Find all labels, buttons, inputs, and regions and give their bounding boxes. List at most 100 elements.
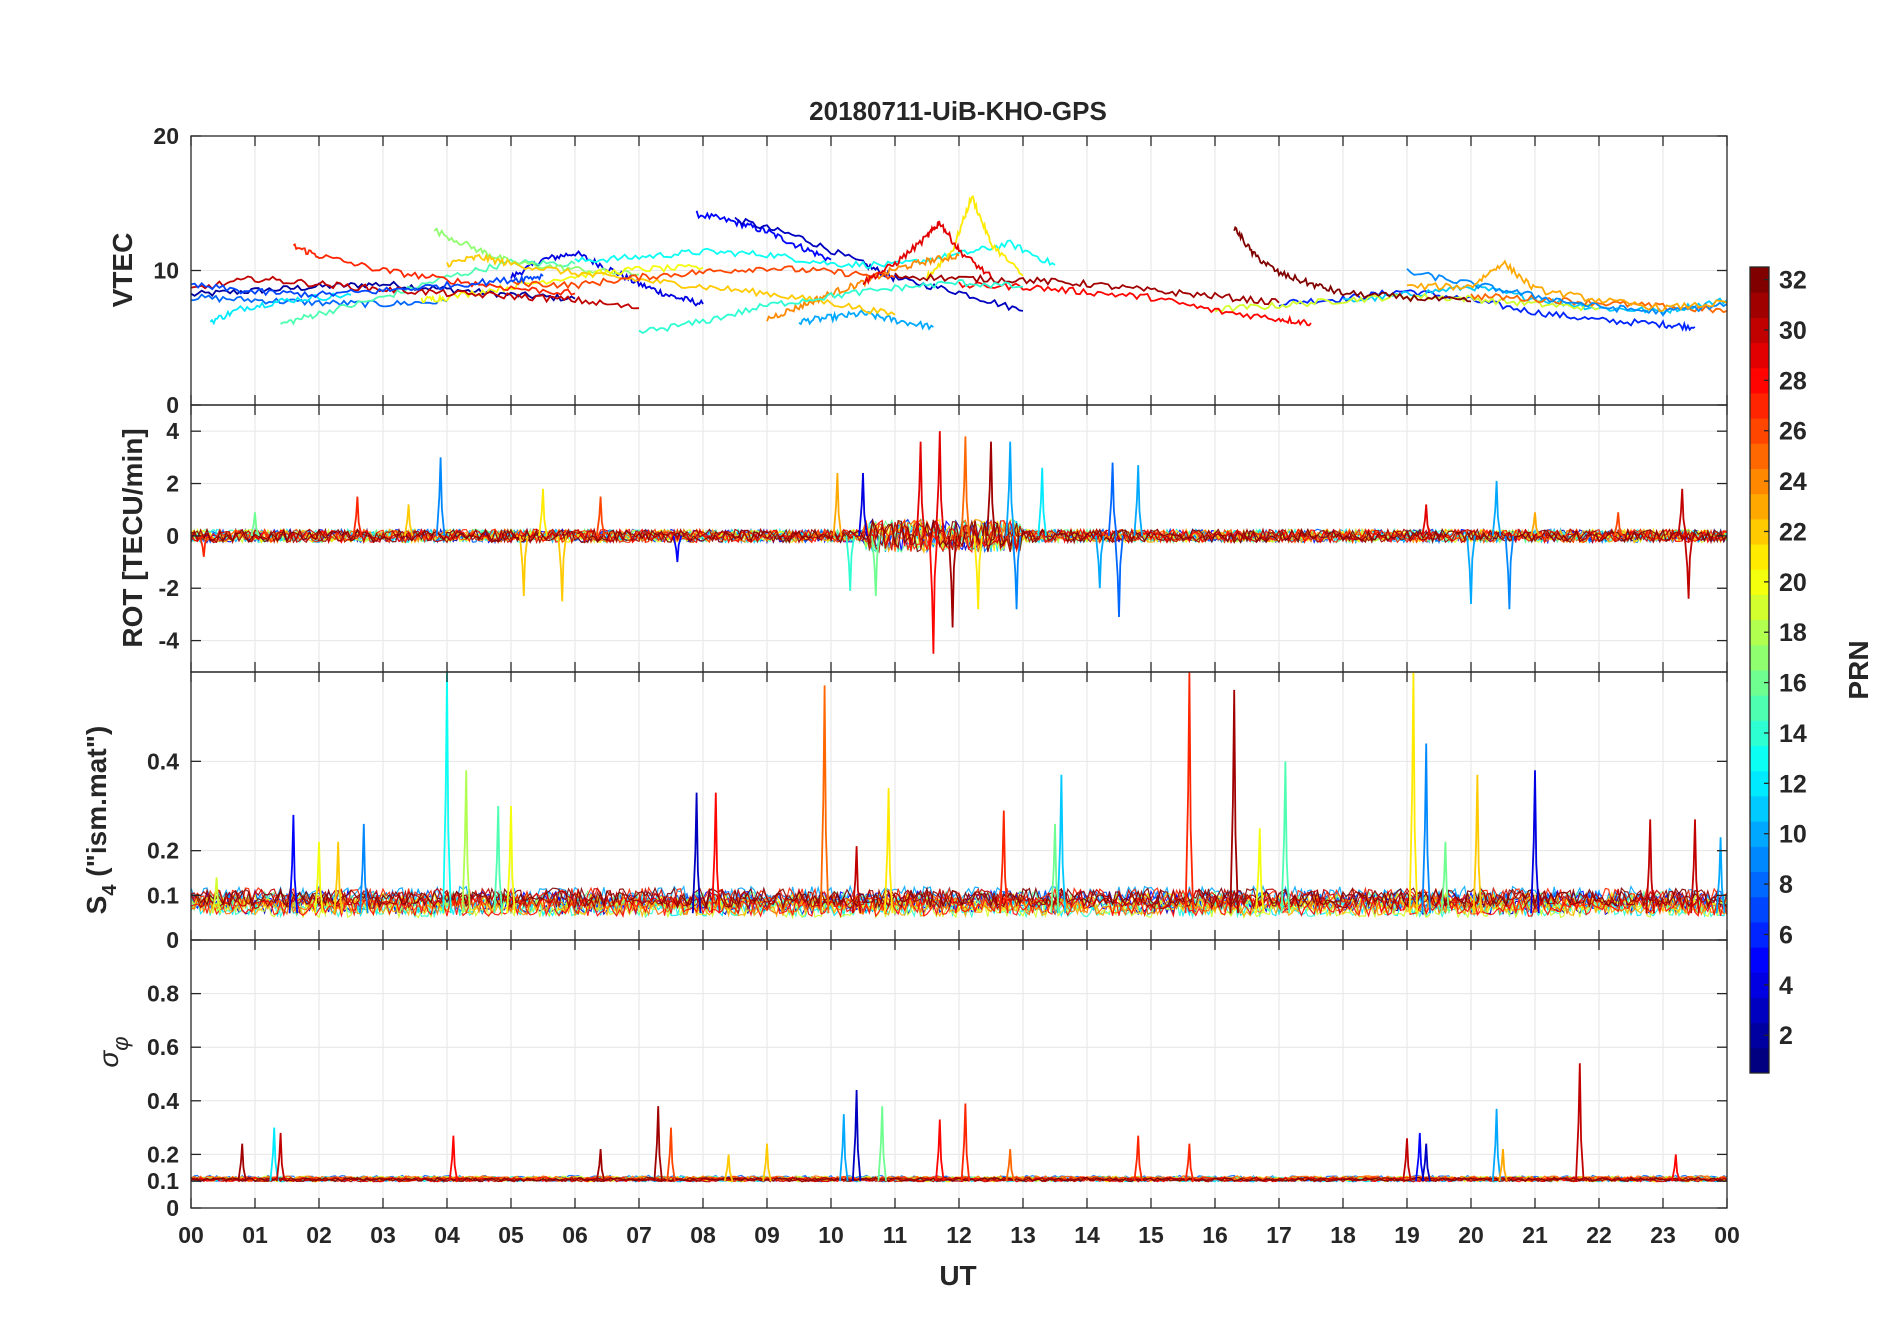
x-tick-label: 05 <box>498 1222 524 1248</box>
series-group <box>191 672 1727 920</box>
y-tick-label: 0.6 <box>147 1034 179 1060</box>
ticks <box>190 135 1728 406</box>
vtec-series-prn-3 <box>734 216 1024 312</box>
colorbar-tick-label: 6 <box>1779 921 1793 949</box>
vtec-series-prn-2 <box>191 280 576 302</box>
colorbar-tick-label: 4 <box>1779 972 1793 1000</box>
s4-spike <box>1184 672 1195 914</box>
x-tick-label: 06 <box>562 1222 588 1248</box>
sigma_phi-spike <box>1184 1143 1195 1182</box>
s4-spike <box>819 685 830 914</box>
sigma_phi-spike <box>1575 1063 1585 1182</box>
x-tick-label: 15 <box>1138 1222 1164 1248</box>
s4-trace-prn-31 <box>191 887 1727 911</box>
colorbar-segment <box>1750 569 1769 595</box>
s4-spike <box>711 792 721 914</box>
colorbar-tick-label: 32 <box>1779 267 1807 295</box>
vtec-series-prn-5 <box>695 210 832 262</box>
colorbar-segment <box>1750 292 1769 318</box>
sigma_phi-spike <box>653 1106 663 1182</box>
y-tick-label: 0 <box>166 523 179 549</box>
vtec-series-prn-23 <box>1406 259 1727 312</box>
s4-spike <box>1645 819 1655 914</box>
colorbar-segment <box>1750 795 1769 822</box>
x-tick-label: 21 <box>1522 1222 1548 1248</box>
x-tick-label: 23 <box>1650 1222 1676 1248</box>
sigma_phi-spike <box>762 1143 772 1182</box>
x-tick-label: 09 <box>754 1222 780 1248</box>
y-tick-label: 0.1 <box>147 1168 179 1194</box>
sigma-phi-y-axis-title: σφ <box>93 1036 133 1067</box>
ticks <box>190 940 1728 1209</box>
vtec-series-prn-31 <box>894 272 1280 306</box>
y-tick-label: 0.4 <box>147 748 179 774</box>
series-group <box>191 431 1727 654</box>
x-tick-label: 17 <box>1266 1222 1292 1248</box>
s4-spike <box>883 788 894 914</box>
s4-panel: 0 0.1 0.2 0.4 <box>147 671 1728 953</box>
x-tick-label: 02 <box>306 1222 332 1248</box>
rot-spike <box>845 535 855 591</box>
sigma_phi-spike <box>851 1090 862 1182</box>
colorbar-segment <box>1750 720 1769 747</box>
s4-spike <box>1472 774 1483 914</box>
rot-spike <box>935 431 945 536</box>
colorbar-segment <box>1750 972 1769 998</box>
colorbar-tick-label: 10 <box>1779 821 1807 849</box>
sigma-phi-panel: 00.10.2 0.4 0.6 0.8 00 01 02 03 04 05 06 07 08 09 10 11… <box>147 939 1740 1248</box>
s4-spike <box>1421 743 1431 914</box>
sigma_phi-spike <box>275 1132 286 1182</box>
colorbar-segment <box>1750 921 1769 948</box>
vtec-y-axis-title: VTEC <box>107 233 138 308</box>
vtec-series-prn-7 <box>191 273 544 299</box>
sigma_phi-spike <box>723 1154 734 1182</box>
x-tick-label: 07 <box>626 1222 652 1248</box>
s4-spike <box>333 841 343 914</box>
rot-spike <box>1133 465 1143 536</box>
rot-spike <box>1037 467 1047 536</box>
colorbar-segment <box>1750 619 1769 646</box>
s4-spike <box>999 810 1009 914</box>
colorbar-tick-label: 24 <box>1779 468 1807 496</box>
rot-spike <box>871 535 881 597</box>
y-tick-label: 10 <box>153 258 179 284</box>
sigma_phi-spike <box>1415 1132 1425 1182</box>
colorbar-tick-label: 14 <box>1779 720 1807 748</box>
rot-spike <box>1107 462 1118 536</box>
colorbar-segment <box>1750 745 1769 772</box>
y-tick-label: 4 <box>166 418 179 444</box>
rot-y-axis-title: ROT [TECU/min] <box>117 428 148 647</box>
vtec-series-prn-6 <box>1278 289 1696 332</box>
colorbar-segment <box>1750 443 1769 469</box>
figure-title: 20180711-UiB-KHO-GPS <box>809 96 1107 126</box>
rot-spike <box>1504 535 1515 610</box>
s4-spike <box>211 877 222 914</box>
sigma_phi-spike <box>1671 1154 1681 1182</box>
x-tick-label: 19 <box>1394 1222 1420 1248</box>
s4-spike <box>1050 823 1060 914</box>
colorbar-tick-label: 20 <box>1779 569 1807 597</box>
y-tick-label: 0.2 <box>147 838 179 864</box>
colorbar-tick-label: 18 <box>1779 619 1807 647</box>
s4-spike <box>288 814 299 914</box>
colorbar-segment <box>1750 518 1769 545</box>
y-tick-label: 0 <box>166 392 179 418</box>
sigma_phi-trace-prn-32 <box>191 1176 1727 1183</box>
rot-spike <box>832 473 843 536</box>
grid <box>190 940 1728 1209</box>
rot-trace-prn-31 <box>191 519 1727 553</box>
rot-spike <box>435 457 446 536</box>
colorbar-segment <box>1750 896 1769 923</box>
x-tick-label: 03 <box>370 1222 396 1248</box>
colorbar-segment <box>1750 594 1769 621</box>
colorbar-segment <box>1750 947 1769 973</box>
rot-trace-prn-21 <box>191 519 1727 552</box>
colorbar-segment <box>1750 1022 1769 1049</box>
vtec-panel: 0 10 20 <box>153 123 1728 418</box>
s4-spike <box>1440 841 1451 914</box>
x-axis-title: UT <box>939 1260 976 1291</box>
sigma_phi-spike <box>877 1106 887 1182</box>
rot-spike <box>1011 535 1022 610</box>
